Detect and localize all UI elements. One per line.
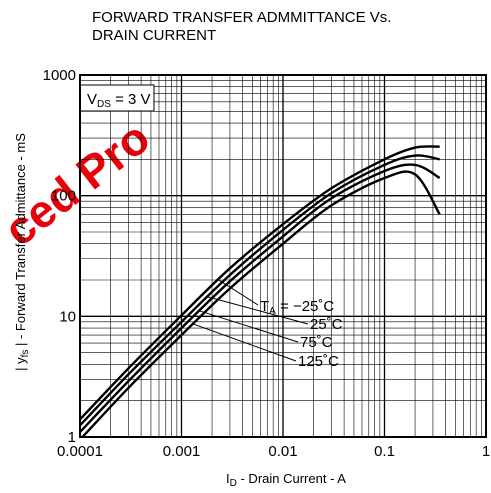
- x-tick-label: 0.0001: [57, 443, 103, 460]
- x-tick-label: 0.001: [163, 443, 201, 460]
- y-tick-label: 10: [59, 308, 76, 325]
- series-header-label: TA = −25˚C: [260, 298, 334, 317]
- y-tick-label: 1: [68, 429, 76, 446]
- leader-line-3: [193, 324, 296, 361]
- chart-title-line-2: DRAIN CURRENT: [92, 27, 216, 44]
- series-label-2: 75˚C: [300, 334, 333, 351]
- condition-label: VDS = 3 V: [87, 91, 151, 110]
- series-line-0: [80, 146, 440, 419]
- x-tick-label: 0.01: [268, 443, 297, 460]
- x-axis-label: ID - Drain Current - A: [226, 471, 346, 489]
- grid: [80, 75, 486, 437]
- x-tick-label: 1: [482, 443, 490, 460]
- y-tick-label: 1000: [43, 67, 76, 84]
- series-label-1: 25˚C: [310, 316, 343, 333]
- series-label-3: 125˚C: [298, 353, 339, 370]
- x-tick-label: 0.1: [374, 443, 395, 460]
- y-tick-label: 100: [51, 188, 76, 205]
- chart-title-line-1: FORWARD TRANSFER ADMMITTANCE Vs.: [92, 9, 391, 26]
- series-layer: [80, 146, 440, 439]
- x-tick-labels: 0.0001 0.001 0.01 0.1 1: [57, 443, 490, 460]
- y-tick-labels: 1 10 100 1000: [43, 67, 76, 446]
